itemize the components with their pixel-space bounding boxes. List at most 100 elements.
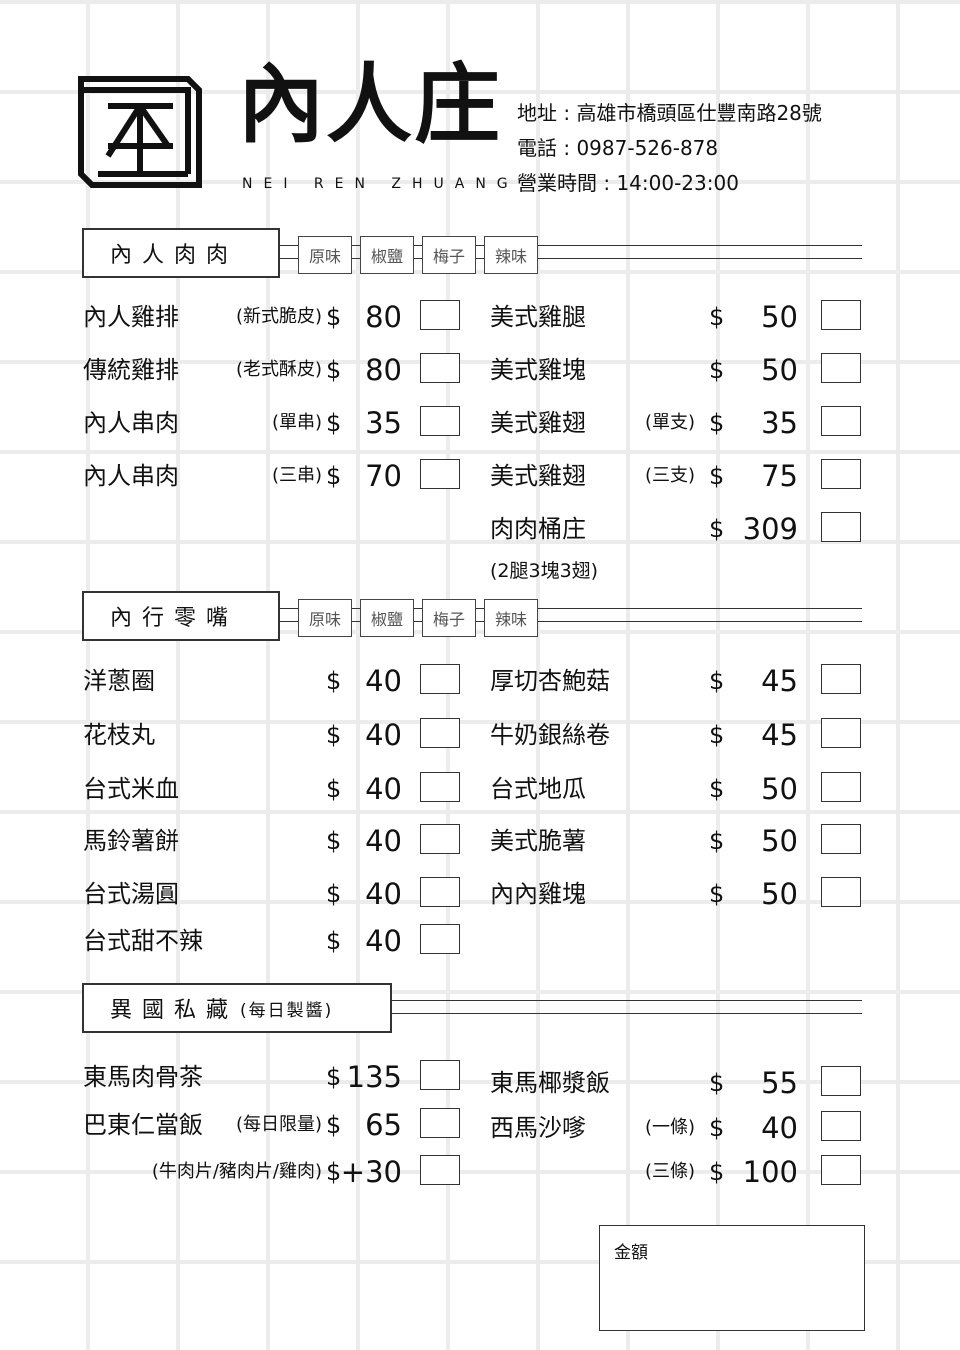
currency-symbol: $ [709,515,725,543]
order-checkbox[interactable] [821,824,861,854]
flavor-tag[interactable]: 椒鹽 [360,599,414,637]
item-price: 40 [365,877,402,911]
section-title-text: 內人肉肉 [110,243,239,268]
item-name: 台式米血 [83,775,179,803]
order-checkbox[interactable] [420,1108,460,1138]
item-note: (三條) [644,1161,695,1182]
order-checkbox[interactable] [821,353,861,383]
item-name: 美式雞翅 [490,462,586,490]
order-checkbox[interactable] [821,772,861,802]
logo-icon [78,76,202,188]
item-name: 台式甜不辣 [83,927,203,955]
order-checkbox[interactable] [821,664,861,694]
order-checkbox[interactable] [821,877,861,907]
order-checkbox[interactable] [821,512,861,542]
item-price: 45 [761,664,798,698]
currency-symbol: $ [326,1111,342,1139]
order-checkbox[interactable] [420,353,460,383]
flavor-tag[interactable]: 原味 [298,236,352,274]
item-name: 西馬沙嗲 [490,1114,586,1142]
order-checkbox[interactable] [420,300,460,330]
brand-name: 內人庄 [238,55,502,155]
order-checkbox[interactable] [821,1066,861,1096]
currency-symbol: $ [709,1158,725,1186]
order-checkbox[interactable] [420,824,460,854]
item-name: 台式地瓜 [490,775,586,803]
item-name: 馬鈴薯餅 [83,827,179,855]
currency-symbol: $ [326,827,342,855]
item-note: (三支) [644,465,695,486]
item-price: 80 [365,353,402,387]
currency-symbol: $ [326,1063,342,1091]
order-checkbox[interactable] [420,877,460,907]
phone: 電話 : 0987-526-878 [517,136,719,160]
item-name: 美式雞翅 [490,409,586,437]
flavor-tag[interactable]: 梅子 [422,599,476,637]
item-name: 美式脆薯 [490,827,586,855]
section-divider [392,1000,862,1014]
flavor-tag[interactable]: 椒鹽 [360,236,414,274]
item-name: 傳統雞排 [83,356,179,384]
order-checkbox[interactable] [821,459,861,489]
currency-symbol: $ [326,667,342,695]
item-note: (牛肉片/豬肉片/雞肉) [151,1161,322,1182]
order-checkbox[interactable] [420,924,460,954]
order-checkbox[interactable] [420,664,460,694]
currency-symbol: $ [326,1158,342,1186]
item-name: 肉肉桶庄 [490,515,586,543]
address: 地址 : 高雄市橋頭區仕豐南路28號 [517,101,822,125]
total-amount-box[interactable]: 金額 [599,1225,865,1331]
flavor-tag[interactable]: 辣味 [484,236,538,274]
currency-symbol: $ [326,927,342,955]
order-checkbox[interactable] [420,772,460,802]
flavor-tag[interactable]: 原味 [298,599,352,637]
item-note: (新式脆皮) [235,306,322,327]
item-name: 內人串肉 [83,462,179,490]
section-divider [280,608,862,622]
currency-symbol: $ [709,775,725,803]
item-name: 巴東仁當飯 [83,1111,203,1139]
item-price: 40 [365,718,402,752]
currency-symbol: $ [709,462,725,490]
flavor-tag[interactable]: 辣味 [484,599,538,637]
currency-symbol: $ [709,409,725,437]
currency-symbol: $ [326,409,342,437]
currency-symbol: $ [709,880,725,908]
currency-symbol: $ [326,775,342,803]
item-price: 35 [365,406,402,440]
section-note: (每日製醬) [240,1000,334,1021]
item-name: 內內雞塊 [490,880,586,908]
item-name: 美式雞腿 [490,303,586,331]
item-price: 50 [761,300,798,334]
order-checkbox[interactable] [821,718,861,748]
currency-symbol: $ [326,880,342,908]
currency-symbol: $ [326,462,342,490]
order-checkbox[interactable] [420,718,460,748]
order-checkbox[interactable] [420,1155,460,1185]
order-checkbox[interactable] [821,1155,861,1185]
currency-symbol: $ [709,827,725,855]
currency-symbol: $ [709,1114,725,1142]
item-note: (三串) [271,465,322,486]
currency-symbol: $ [709,356,725,384]
order-checkbox[interactable] [821,300,861,330]
currency-symbol: $ [709,667,725,695]
item-price: 40 [761,1111,798,1145]
order-checkbox[interactable] [821,1111,861,1141]
order-checkbox[interactable] [420,459,460,489]
item-price: 50 [761,824,798,858]
item-price: 135 [346,1060,402,1094]
item-note: (單串) [271,412,322,433]
currency-symbol: $ [709,1069,725,1097]
order-checkbox[interactable] [420,406,460,436]
item-price: 45 [761,718,798,752]
order-checkbox[interactable] [821,406,861,436]
item-note: (老式酥皮) [235,359,322,380]
currency-symbol: $ [326,356,342,384]
item-price: 50 [761,877,798,911]
order-checkbox[interactable] [420,1060,460,1090]
item-price: 35 [761,406,798,440]
flavor-tag[interactable]: 梅子 [422,236,476,274]
section-title-text: 異國私藏 [110,998,239,1023]
